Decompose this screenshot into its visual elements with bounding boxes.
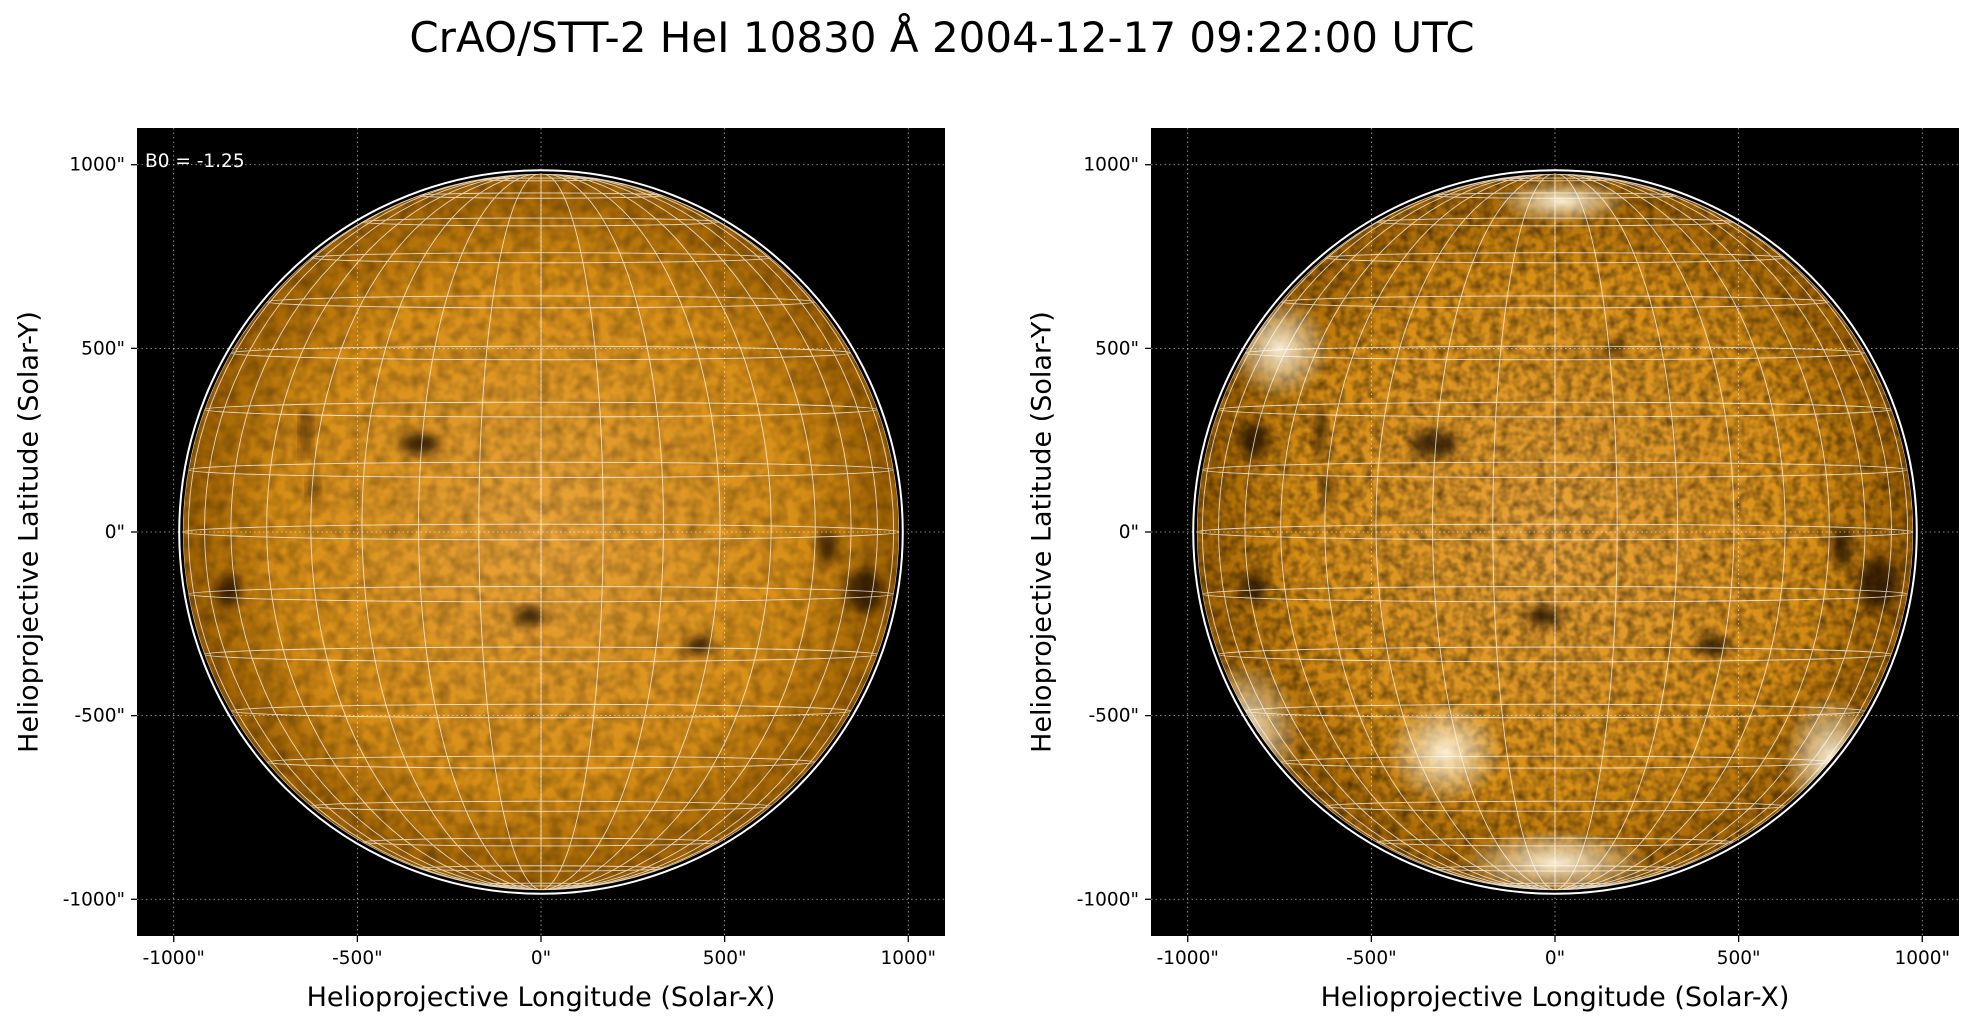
y-tick-label: 1000" — [69, 155, 125, 176]
longitude-line — [1492, 173, 1556, 891]
x-tick-label: 1000" — [1894, 948, 1950, 969]
longitude-line — [540, 173, 721, 891]
x-tick-label: -1000" — [143, 948, 205, 969]
x-tick-label: -500" — [1346, 948, 1397, 969]
longitude-line — [540, 173, 772, 891]
longitude-line — [187, 173, 542, 891]
x-axis-label: Helioprojective Longitude (Solar-X) — [1321, 982, 1790, 1013]
left-panel: -1000" -500" 0" 500" 1000" -1000" -500" 0" 500" 1… — [13, 128, 945, 1013]
longitude-line — [1432, 173, 1556, 891]
longitude-line — [540, 173, 664, 891]
x-tick-label: 500" — [703, 948, 747, 969]
longitude-line — [540, 173, 900, 891]
dark-feature — [301, 407, 311, 459]
x-tick-label: -1000" — [1157, 948, 1219, 969]
dark-feature — [818, 528, 837, 566]
dark-feature — [1322, 473, 1333, 503]
y-tick-label: -500" — [1089, 706, 1140, 727]
longitude-line — [266, 173, 542, 891]
y-tick-label: 1000" — [1083, 155, 1139, 176]
b0-annotation: B0 = -1.25 — [145, 151, 245, 172]
y-tick-label: -500" — [75, 706, 126, 727]
longitude-line — [230, 173, 542, 891]
longitude-line — [1554, 173, 1909, 891]
longitude-line — [478, 173, 542, 891]
x-tick-label: 0" — [531, 948, 551, 969]
longitude-line — [1554, 173, 1830, 891]
longitude-line — [1554, 173, 1735, 891]
y-tick-label: 0" — [1119, 522, 1139, 543]
dark-feature — [1409, 431, 1458, 457]
longitude-line — [1375, 173, 1556, 891]
dark-feature — [1525, 606, 1563, 627]
y-tick-label: 500" — [81, 338, 125, 359]
longitude-line — [1244, 173, 1556, 891]
dark-feature — [308, 475, 318, 501]
dark-feature — [684, 636, 714, 656]
bright-region — [1386, 700, 1504, 804]
dark-feature — [1240, 570, 1267, 604]
x-tick-label: -500" — [332, 948, 383, 969]
longitude-line — [1324, 173, 1556, 891]
y-tick-label: 500" — [1095, 338, 1139, 359]
y-axis-label: Helioprojective Latitude (Solar-Y) — [13, 311, 44, 753]
x-axis-label: Helioprojective Longitude (Solar-X) — [307, 982, 776, 1013]
dark-feature — [399, 432, 440, 455]
longitude-line — [204, 173, 542, 891]
y-tick-label: 0" — [105, 522, 125, 543]
dark-feature — [1314, 405, 1326, 461]
graticule — [1196, 173, 1914, 891]
longitude-line — [1201, 173, 1556, 891]
x-tick-label: 0" — [1545, 948, 1565, 969]
dark-feature — [1831, 526, 1852, 567]
x-tick-label: 1000" — [880, 948, 936, 969]
longitude-line — [1554, 173, 1866, 891]
longitude-line — [540, 173, 895, 891]
longitude-line — [1554, 173, 1914, 891]
y-axis-label: Helioprojective Latitude (Solar-Y) — [1026, 311, 1057, 753]
longitude-line — [361, 173, 542, 891]
dark-feature — [1858, 557, 1899, 610]
x-tick-label: 500" — [1717, 948, 1761, 969]
y-tick-label: -1000" — [1077, 889, 1139, 910]
bright-region — [1496, 179, 1629, 224]
longitude-line — [1554, 173, 1618, 891]
longitude-line — [540, 173, 816, 891]
dark-feature — [513, 607, 547, 626]
longitude-line — [1554, 173, 1786, 891]
longitude-line — [1280, 173, 1556, 891]
figure-title: CrAO/STT-2 HeI 10830 Å 2004-12-17 09:22:… — [409, 12, 1474, 62]
y-tick-label: -1000" — [63, 889, 125, 910]
dark-feature — [1239, 421, 1269, 459]
longitude-line — [1218, 173, 1556, 891]
longitude-line — [418, 173, 542, 891]
longitude-line — [310, 173, 542, 891]
longitude-line — [1554, 173, 1892, 891]
longitude-line — [1554, 173, 1678, 891]
longitude-line — [540, 173, 852, 891]
right-panel: -1000" -500" 0" 500" 1000" -1000" -500" 0" 500" 1… — [1026, 128, 1959, 1013]
longitude-line — [540, 173, 878, 891]
dark-feature — [1696, 635, 1730, 657]
longitude-line — [540, 173, 604, 891]
